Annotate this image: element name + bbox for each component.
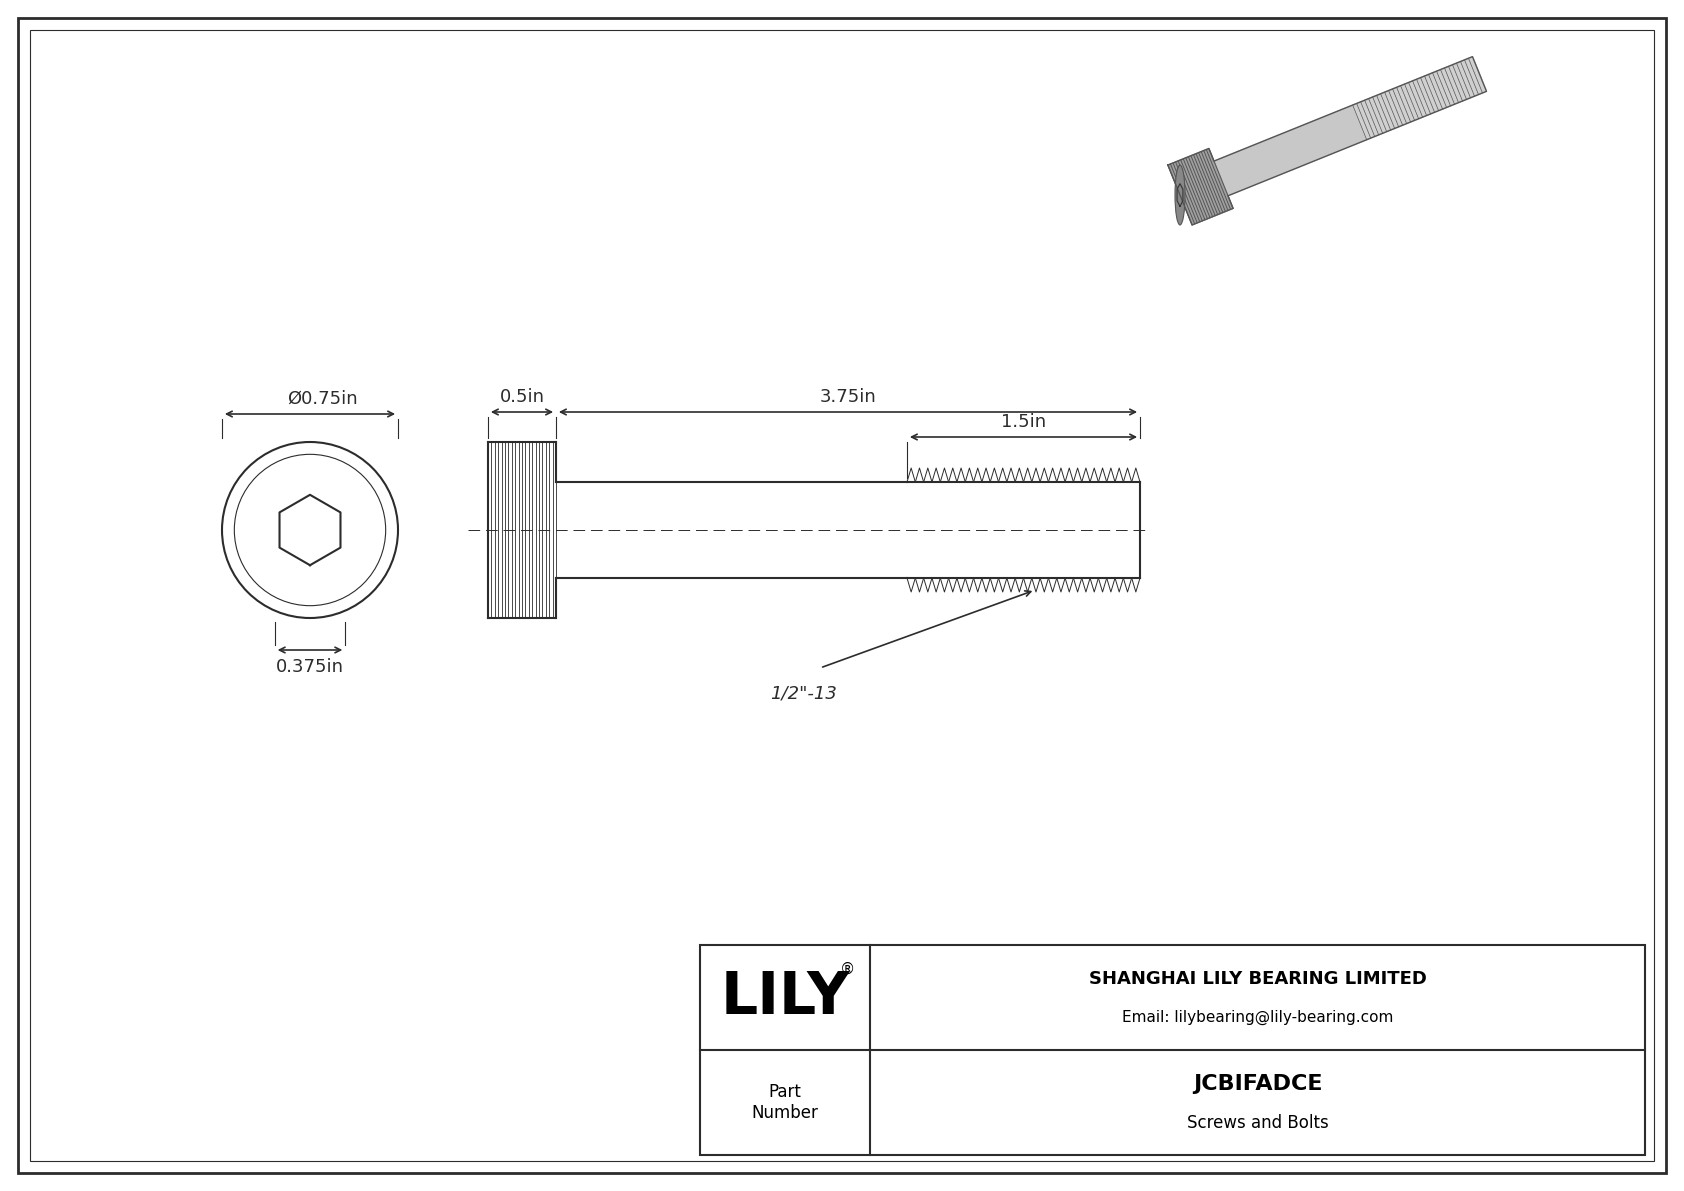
Ellipse shape	[1175, 166, 1186, 225]
Polygon shape	[1354, 58, 1485, 138]
Text: 3.75in: 3.75in	[820, 388, 876, 406]
Bar	[701, 944, 1645, 1155]
Polygon shape	[1169, 149, 1233, 225]
Text: 1.5in: 1.5in	[1000, 413, 1046, 431]
Text: SHANGHAI LILY BEARING LIMITED: SHANGHAI LILY BEARING LIMITED	[1088, 971, 1426, 989]
Text: LILY: LILY	[721, 969, 850, 1025]
Text: Part
Number: Part Number	[751, 1083, 818, 1122]
Text: Email: lilybearing@lily-bearing.com: Email: lilybearing@lily-bearing.com	[1122, 1010, 1393, 1025]
Text: Screws and Bolts: Screws and Bolts	[1187, 1114, 1329, 1131]
Text: 0.375in: 0.375in	[276, 657, 344, 676]
Text: JCBIFADCE: JCBIFADCE	[1192, 1074, 1322, 1095]
Polygon shape	[1214, 57, 1487, 195]
Text: ®: ®	[839, 962, 854, 977]
Text: 1/2"-13: 1/2"-13	[770, 684, 837, 701]
Text: 0.5in: 0.5in	[500, 388, 544, 406]
Text: Ø0.75in: Ø0.75in	[286, 389, 357, 409]
